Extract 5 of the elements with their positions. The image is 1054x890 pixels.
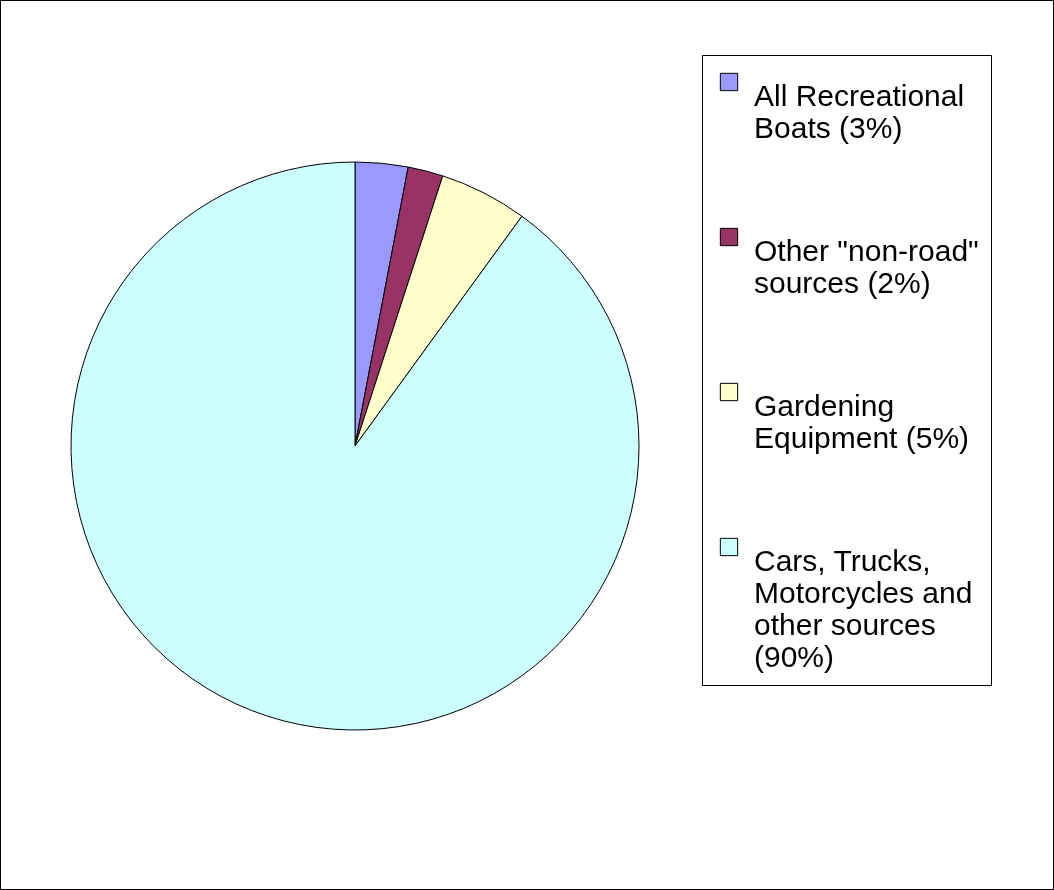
legend-label: Gardening Equipment (5%): [754, 389, 970, 454]
legend-label: All Recreational Boats (3%): [754, 79, 965, 144]
pie-slice: [70, 161, 640, 731]
legend-label: Cars, Trucks, Motorcycles and other sources (90%): [754, 544, 973, 673]
legend-label: Other "non-road" sources (2%): [754, 234, 979, 299]
